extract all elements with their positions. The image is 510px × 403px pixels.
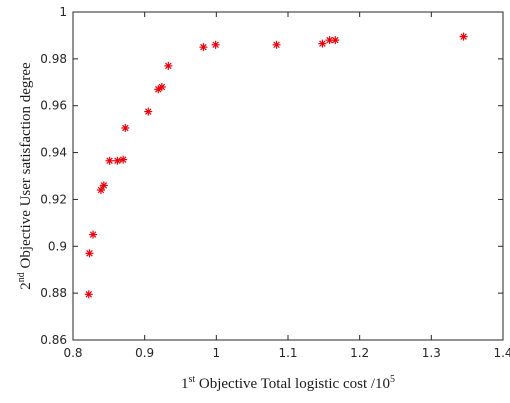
y-axis-label-prefix-superscript: nd [16, 272, 27, 282]
data-point [121, 123, 130, 132]
data-series [84, 32, 468, 299]
data-point [272, 40, 281, 49]
x-tick-label: 1.1 [278, 346, 297, 360]
plot-area [72, 11, 504, 341]
x-tick-label: 0.9 [135, 346, 154, 360]
x-axis-label-prefix-superscript: st [188, 374, 195, 385]
y-tick-label: 0.9 [48, 239, 67, 253]
y-axis-label-text: Objective User satisfaction degree [18, 62, 34, 272]
x-tick-label: 1.3 [422, 346, 441, 360]
x-tick-label: 1 [213, 346, 221, 360]
x-tick-label: 1.2 [350, 346, 369, 360]
data-point [119, 155, 128, 164]
data-point [318, 39, 327, 48]
x-axis-label-prefix: 1 [181, 376, 189, 392]
data-point [331, 36, 340, 45]
x-axis-label-text: Objective Total logistic cost /10 [195, 376, 390, 392]
x-axis: 0.8 0.9 1 1.1 1.2 1.3 1.4 [63, 12, 510, 360]
x-axis-label-exponent: 5 [390, 374, 395, 385]
y-tick-label: 0.86 [40, 333, 67, 347]
y-tick-label: 0.94 [40, 146, 67, 160]
y-tick-label: 0.98 [40, 52, 67, 66]
y-axis-label: 2nd Objective User satisfaction degree [16, 62, 34, 290]
x-axis-label: 1st Objective Total logistic cost /105 [181, 374, 395, 392]
y-axis-label-prefix: 2 [18, 282, 34, 290]
x-tick-label: 0.8 [63, 346, 82, 360]
data-point [105, 156, 114, 165]
data-point [164, 61, 173, 70]
x-tick-label: 1.4 [493, 346, 510, 360]
y-tick-label: 0.96 [40, 99, 67, 113]
data-point [157, 82, 166, 91]
y-tick-label: 1 [59, 5, 67, 19]
data-point [459, 32, 468, 41]
data-point [144, 107, 153, 116]
y-tick-label: 0.88 [40, 286, 67, 300]
data-point [99, 181, 108, 190]
y-tick-label: 0.92 [40, 192, 67, 206]
data-point [85, 249, 94, 258]
data-point [113, 156, 122, 165]
data-point [199, 43, 208, 52]
data-point [211, 40, 220, 49]
data-point [89, 230, 98, 239]
data-point [84, 290, 93, 299]
y-axis: 0.86 0.88 0.9 0.92 0.94 0.96 0.98 1 [40, 5, 503, 347]
